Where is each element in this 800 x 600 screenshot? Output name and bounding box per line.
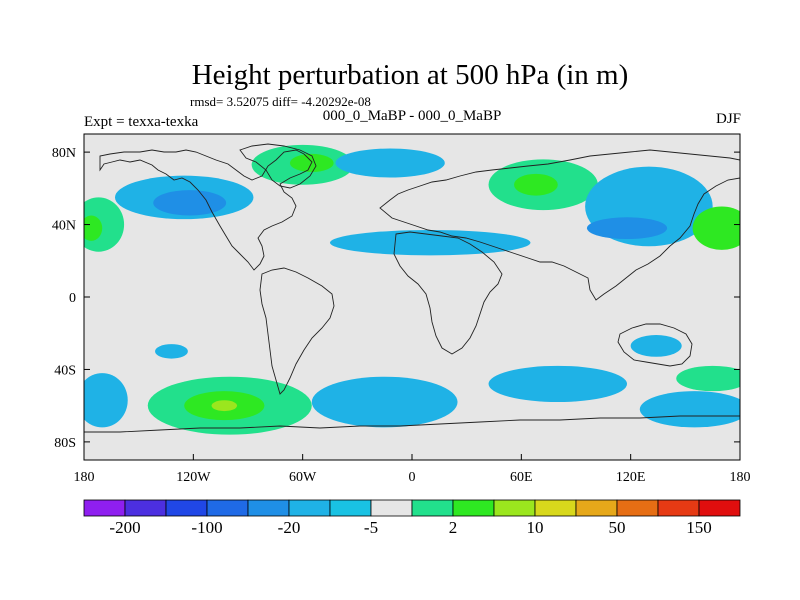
colorbar-swatch bbox=[329, 499, 372, 517]
colorbar-swatch bbox=[165, 499, 208, 517]
colorbar-label: -20 bbox=[278, 518, 301, 537]
region-siberia-high-core bbox=[514, 173, 558, 196]
coastline-antarctica bbox=[84, 415, 740, 433]
colorbar: -200 -100 -20 -5 2 10 50 150 bbox=[83, 499, 741, 537]
colorbar-label: 10 bbox=[527, 518, 544, 537]
colorbar-label: -200 bbox=[109, 518, 140, 537]
coastline-south-america bbox=[259, 267, 335, 395]
coastlines bbox=[84, 143, 740, 433]
colorbar-swatch bbox=[534, 499, 577, 517]
colorbar-swatch bbox=[288, 499, 331, 517]
y-tick-label: 80S bbox=[54, 436, 76, 451]
contour-fill-layer bbox=[84, 144, 740, 435]
colorbar-swatch bbox=[493, 499, 536, 517]
coastline-africa bbox=[393, 231, 503, 355]
colorbar-swatch bbox=[247, 499, 290, 517]
x-tick-label: 60W bbox=[289, 470, 317, 485]
region-arctic-low bbox=[335, 148, 445, 178]
coastline-eurasia bbox=[379, 149, 740, 301]
coastline-australia bbox=[617, 323, 693, 367]
subtitle-center: 000_0_MaBP - 000_0_MaBP bbox=[323, 108, 502, 124]
y-tick-label: 0 bbox=[69, 291, 76, 306]
colorbar-label: 50 bbox=[609, 518, 626, 537]
colorbar-swatch bbox=[616, 499, 659, 517]
colorbar-label: -100 bbox=[191, 518, 222, 537]
x-tick-label: 120E bbox=[616, 470, 646, 485]
coastline-north-america bbox=[99, 149, 313, 271]
chart-title: Height perturbation at 500 hPa (in m) bbox=[192, 59, 629, 91]
region-atlantic-low bbox=[330, 229, 531, 256]
colorbar-swatch bbox=[83, 499, 126, 517]
region-asia-low-core bbox=[586, 217, 668, 240]
subtitle-right: DJF bbox=[716, 111, 741, 127]
colorbar-swatch bbox=[575, 499, 618, 517]
colorbar-swatch bbox=[698, 499, 741, 517]
region-w-pacific-high bbox=[692, 206, 740, 250]
region-s-pacific-e-low bbox=[84, 373, 128, 428]
region-s-pacific-w-low bbox=[639, 391, 740, 428]
colorbar-label: -5 bbox=[364, 518, 378, 537]
coastline-greenland bbox=[239, 143, 317, 189]
y-tick-label: 40S bbox=[54, 363, 76, 378]
x-tick-label: 120W bbox=[176, 470, 211, 485]
colorbar-swatch bbox=[657, 499, 700, 517]
region-n-pacific-high-core bbox=[84, 215, 103, 241]
x-axis: 180 120W 60W 0 60E 120E 180 bbox=[74, 454, 751, 485]
region-australia-low bbox=[630, 335, 682, 357]
region-s-indian-low bbox=[488, 365, 628, 403]
x-tick-label: 180 bbox=[730, 470, 751, 485]
colorbar-swatch bbox=[124, 499, 167, 517]
y-axis: 80N 40N 0 40S 80S bbox=[52, 146, 740, 451]
colorbar-label: 150 bbox=[686, 518, 712, 537]
region-s-pacific-high-peak bbox=[211, 400, 238, 412]
stats-line: rmsd= 3.52075 diff= -4.20292e-08 bbox=[190, 94, 371, 109]
colorbar-swatch bbox=[370, 499, 413, 517]
region-east-pacific-low bbox=[155, 344, 188, 359]
map-plot: 80N 40N 0 40S 80S 180 120W 60W 0 60E 120E 180 bbox=[52, 133, 751, 485]
colorbar-swatch bbox=[411, 499, 454, 517]
x-tick-label: 180 bbox=[74, 470, 95, 485]
x-tick-label: 60E bbox=[510, 470, 533, 485]
region-s-atlantic-low bbox=[311, 376, 458, 428]
colorbar-swatch bbox=[206, 499, 249, 517]
subtitle-left: Expt = texxa-texka bbox=[84, 114, 199, 130]
x-tick-label: 0 bbox=[409, 470, 416, 485]
region-canada-low-core bbox=[153, 190, 227, 216]
y-tick-label: 80N bbox=[52, 146, 76, 161]
colorbar-label: 2 bbox=[449, 518, 458, 537]
colorbar-swatch bbox=[452, 499, 495, 517]
y-tick-label: 40N bbox=[52, 219, 76, 234]
region-s-pacific-w-high bbox=[676, 365, 740, 392]
